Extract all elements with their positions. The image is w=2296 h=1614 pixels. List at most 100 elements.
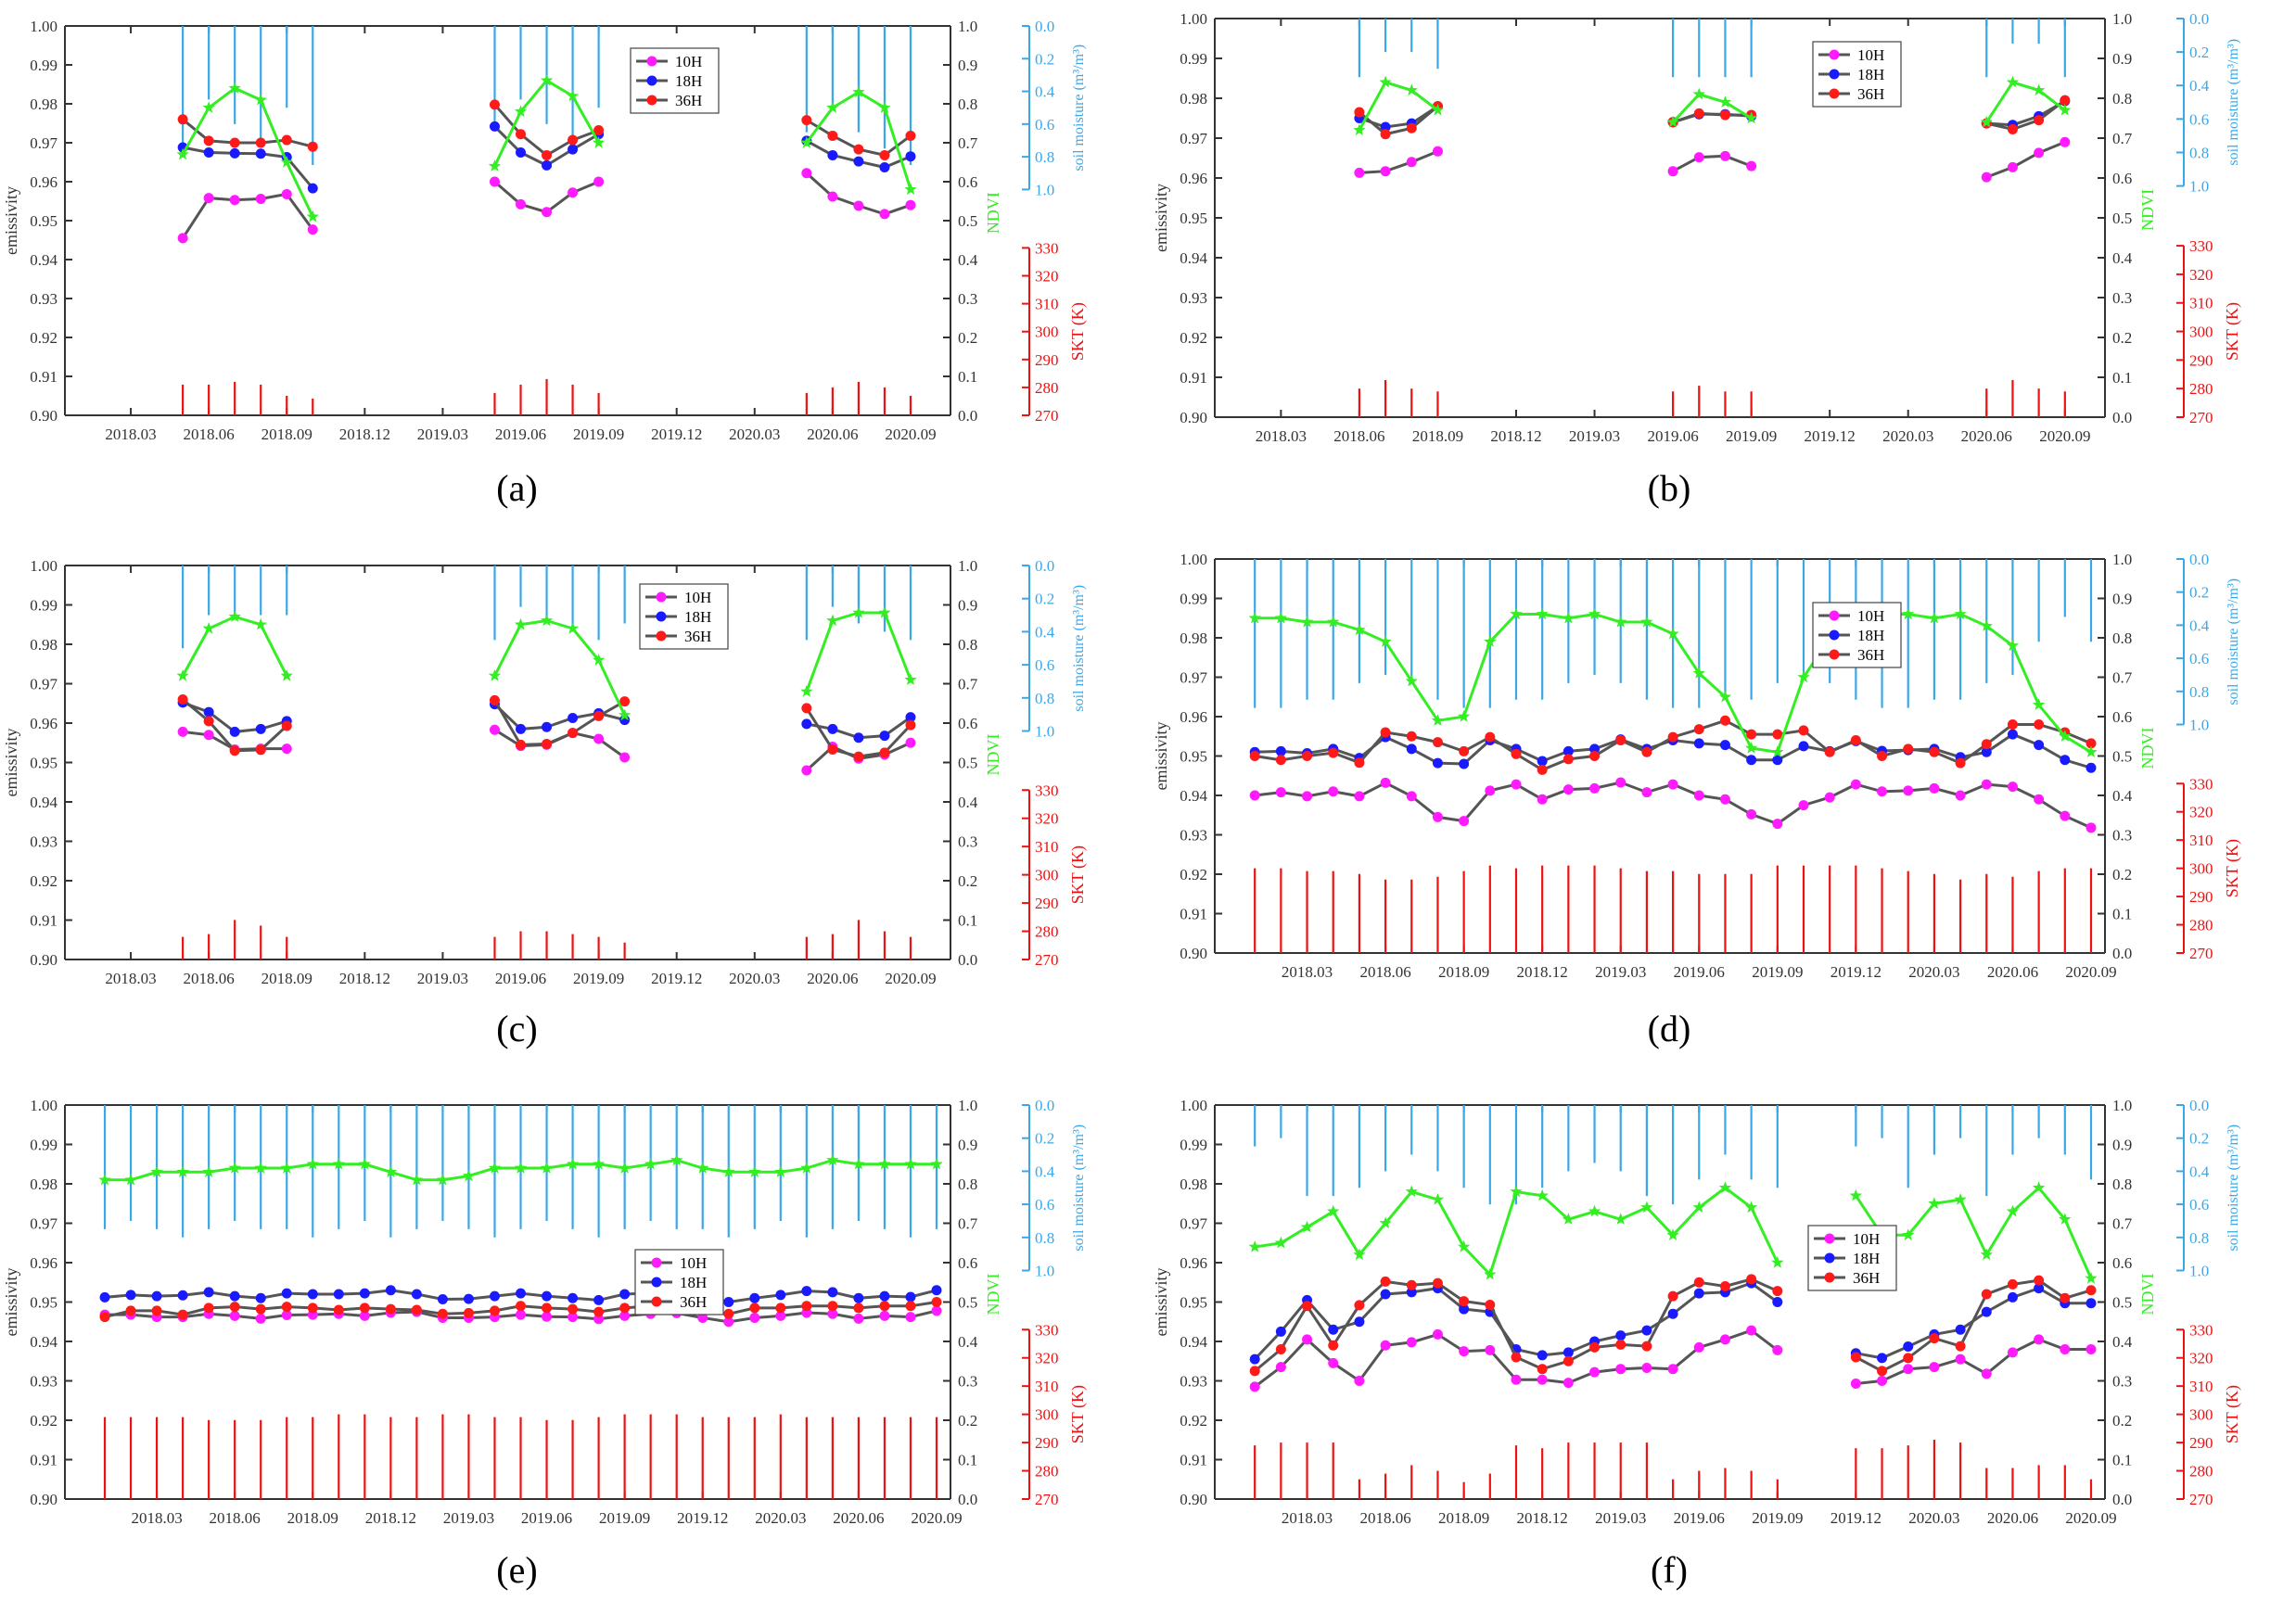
- ndvi-tick-label: 0.9: [2112, 50, 2132, 68]
- point-10H: [879, 1310, 890, 1321]
- x-tick-label: 2018.03: [1256, 427, 1307, 445]
- point-10H: [281, 1310, 292, 1321]
- soil-moisture-tick-label: 0.8: [1035, 148, 1054, 166]
- skt-tick-label: 310: [1035, 838, 1059, 856]
- point-18H: [931, 1285, 942, 1296]
- point-36H: [1328, 1340, 1339, 1351]
- point-36H: [255, 137, 266, 148]
- point-ndvi: [1405, 674, 1418, 687]
- point-36H: [516, 739, 527, 750]
- skt-tick-label: 280: [2189, 1463, 2213, 1481]
- point-18H: [1380, 1289, 1391, 1300]
- ndvi-tick-label: 0.2: [958, 1412, 977, 1430]
- point-ndvi: [2033, 1181, 2046, 1193]
- point-ndvi: [2085, 1272, 2098, 1284]
- skt-tick-label: 300: [2189, 1406, 2213, 1424]
- x-tick-label: 2020.03: [729, 970, 780, 987]
- point-10H: [177, 726, 188, 737]
- y-tick-label: 1.00: [1180, 551, 1207, 568]
- x-tick-label: 2018.09: [1438, 963, 1489, 981]
- x-tick-label: 2019.03: [417, 970, 468, 987]
- ndvi-tick-label: 0.8: [958, 636, 977, 654]
- x-tick-label: 2018.06: [184, 426, 235, 443]
- point-36H: [801, 1301, 812, 1312]
- ndvi-tick-label: 0.3: [2112, 1373, 2132, 1391]
- point-36H: [905, 719, 916, 731]
- y-tick-label: 1.00: [1180, 10, 1207, 28]
- skt-axis-title: SKT (K): [2223, 839, 2242, 897]
- point-ndvi: [2033, 83, 2046, 96]
- series-line-36H: [1855, 1278, 2092, 1373]
- ndvi-tick-label: 0.8: [2112, 90, 2132, 108]
- point-10H: [1981, 1368, 1992, 1379]
- y-tick-label: 0.91: [1180, 369, 1207, 387]
- soil-moisture-tick-label: 0.2: [2189, 44, 2209, 61]
- series-line-ndvi: [1358, 81, 1439, 132]
- ndvi-tick-label: 0.9: [958, 1137, 977, 1154]
- point-10H: [1380, 777, 1391, 788]
- point-10H: [281, 743, 292, 755]
- point-ndvi: [1588, 607, 1601, 620]
- x-tick-label: 2019.09: [1726, 427, 1777, 445]
- skt-axis-title: SKT (K): [1068, 845, 1088, 904]
- point-10H: [1798, 800, 1809, 811]
- point-10H: [801, 765, 812, 776]
- y-axis-title: emissivity: [1152, 1267, 1170, 1336]
- point-ndvi: [228, 1162, 241, 1174]
- point-ndvi: [1405, 83, 1418, 96]
- ndvi-tick-label: 0.0: [958, 951, 977, 969]
- ndvi-tick-label: 0.1: [958, 368, 977, 386]
- point-ndvi: [1614, 1213, 1627, 1225]
- point-36H: [1981, 1289, 1992, 1300]
- point-ndvi: [462, 1169, 476, 1182]
- legend: 10H 18H 36H: [634, 1249, 724, 1315]
- point-ndvi: [826, 101, 839, 113]
- point-36H: [2007, 719, 2018, 730]
- y-tick-label: 0.92: [30, 1412, 57, 1430]
- y-tick-label: 1.00: [1180, 1097, 1207, 1114]
- point-ndvi: [1666, 115, 1679, 128]
- point-10H: [2060, 810, 2071, 821]
- point-18H: [723, 1297, 734, 1307]
- ndvi-axis-title: NDVI: [2138, 1274, 2157, 1315]
- skt-tick-label: 320: [1035, 810, 1059, 828]
- soil-moisture-tick-label: 0.0: [2189, 10, 2209, 28]
- point-18H: [1249, 1353, 1260, 1365]
- point-36H: [801, 703, 812, 714]
- ndvi-tick-label: 0.8: [2112, 629, 2132, 647]
- soil-moisture-tick-label: 1.0: [2189, 1263, 2209, 1280]
- y-tick-label: 0.95: [30, 212, 57, 230]
- point-ndvi: [1510, 607, 1523, 620]
- legend-label: 10H: [675, 53, 702, 70]
- y-tick-label: 0.91: [30, 368, 57, 386]
- y-tick-label: 0.93: [1180, 1373, 1207, 1391]
- point-18H: [2060, 755, 2071, 766]
- y-tick-label: 0.99: [1180, 50, 1207, 68]
- point-36H: [333, 1304, 344, 1315]
- y-tick-label: 0.90: [30, 407, 57, 425]
- point-ndvi: [540, 73, 554, 86]
- point-10H: [1824, 792, 1835, 803]
- point-10H: [568, 187, 579, 198]
- point-10H: [1615, 1364, 1626, 1375]
- point-10H: [723, 1316, 734, 1328]
- skt-tick-label: 290: [1035, 351, 1059, 369]
- point-ndvi: [1431, 714, 1445, 726]
- x-tick-label: 2018.03: [131, 1509, 182, 1527]
- legend-marker: [646, 95, 657, 106]
- point-ndvi: [1692, 1201, 1705, 1214]
- point-10H: [1955, 1353, 1966, 1365]
- point-18H: [1275, 1326, 1286, 1337]
- x-tick-label: 2018.03: [105, 426, 156, 443]
- point-18H: [1746, 755, 1757, 766]
- point-ndvi: [852, 85, 865, 98]
- skt-tick-label: 320: [2189, 804, 2213, 821]
- point-18H: [1877, 1353, 1888, 1364]
- ndvi-tick-label: 0.1: [2112, 369, 2132, 387]
- point-10H: [1432, 1328, 1443, 1340]
- y-tick-label: 0.99: [30, 57, 57, 74]
- y-tick-label: 0.93: [1180, 289, 1207, 307]
- soil-moisture-tick-label: 0.0: [1035, 18, 1054, 35]
- point-18H: [853, 156, 864, 167]
- y-tick-label: 0.91: [1180, 906, 1207, 923]
